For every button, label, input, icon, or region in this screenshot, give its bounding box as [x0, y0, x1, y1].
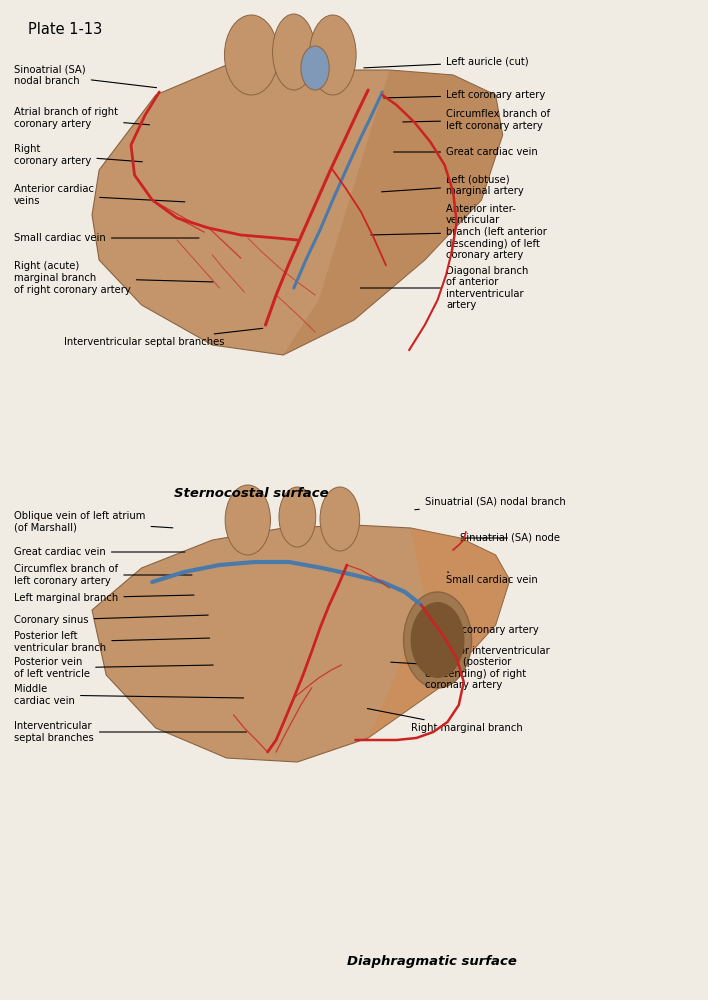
Ellipse shape — [225, 485, 270, 555]
Text: Small cardiac vein: Small cardiac vein — [446, 572, 538, 585]
Text: Right coronary artery: Right coronary artery — [426, 619, 539, 635]
Text: Sternocostal surface: Sternocostal surface — [174, 487, 329, 500]
Text: Great cardiac vein: Great cardiac vein — [14, 547, 185, 557]
Text: Small cardiac vein: Small cardiac vein — [14, 233, 199, 243]
Text: Diaphragmatic surface: Diaphragmatic surface — [347, 955, 517, 968]
Text: Sinuatrial (SA) nodal branch: Sinuatrial (SA) nodal branch — [415, 497, 566, 510]
Circle shape — [411, 602, 464, 678]
Ellipse shape — [224, 15, 278, 95]
Text: Middle
cardiac vein: Middle cardiac vein — [14, 684, 244, 706]
Polygon shape — [92, 525, 510, 762]
Text: Posterior interventricular
branch (posterior
descending) of right
coronary arter: Posterior interventricular branch (poste… — [391, 646, 549, 690]
Text: Anterior inter-
ventricular
branch (left anterior
descending) of left
coronary a: Anterior inter- ventricular branch (left… — [371, 204, 547, 260]
Circle shape — [404, 592, 472, 688]
Text: Left (obtuse)
marginal artery: Left (obtuse) marginal artery — [382, 174, 524, 196]
Polygon shape — [283, 70, 503, 355]
Text: Right
coronary artery: Right coronary artery — [14, 144, 142, 166]
Ellipse shape — [301, 46, 329, 90]
Text: Diagonal branch
of anterior
interventricular
artery: Diagonal branch of anterior interventric… — [360, 266, 528, 310]
Ellipse shape — [320, 487, 360, 551]
Text: Atrial branch of right
coronary artery: Atrial branch of right coronary artery — [14, 107, 149, 129]
Text: Circumflex branch of
left coronary artery: Circumflex branch of left coronary arter… — [403, 109, 550, 131]
Polygon shape — [92, 65, 503, 355]
Text: Left coronary artery: Left coronary artery — [384, 90, 545, 100]
Text: Coronary sinus: Coronary sinus — [14, 615, 208, 625]
Polygon shape — [368, 528, 510, 738]
Text: Posterior left
ventricular branch: Posterior left ventricular branch — [14, 631, 210, 653]
Text: Anterior cardiac
veins: Anterior cardiac veins — [14, 184, 185, 206]
Text: Interventricular
septal branches: Interventricular septal branches — [14, 721, 246, 743]
Text: Right marginal branch: Right marginal branch — [367, 709, 523, 733]
Text: Sinuatrial (SA) node: Sinuatrial (SA) node — [460, 533, 560, 543]
Ellipse shape — [279, 487, 316, 547]
Ellipse shape — [309, 15, 356, 95]
Text: Left auricle (cut): Left auricle (cut) — [364, 57, 529, 68]
Text: Posterior vein
of left ventricle: Posterior vein of left ventricle — [14, 657, 213, 679]
Text: Circumflex branch of
left coronary artery: Circumflex branch of left coronary arter… — [14, 564, 192, 586]
Text: Interventricular septal branches: Interventricular septal branches — [64, 328, 263, 347]
Text: Plate 1-13: Plate 1-13 — [28, 22, 103, 37]
Ellipse shape — [273, 14, 315, 90]
Text: Left marginal branch: Left marginal branch — [14, 593, 194, 603]
Text: Great cardiac vein: Great cardiac vein — [394, 147, 538, 157]
Text: Oblique vein of left atrium
(of Marshall): Oblique vein of left atrium (of Marshall… — [14, 511, 173, 533]
Text: Right (acute)
marginal branch
of right coronary artery: Right (acute) marginal branch of right c… — [14, 261, 213, 295]
Text: Sinoatrial (SA)
nodal branch: Sinoatrial (SA) nodal branch — [14, 64, 156, 88]
